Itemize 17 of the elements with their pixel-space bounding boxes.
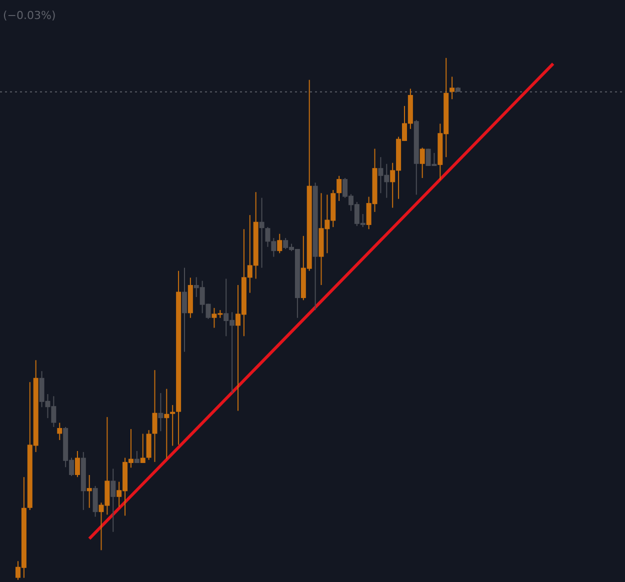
candlestick (86, 474, 92, 508)
candlestick (140, 433, 146, 464)
candlestick (182, 267, 187, 352)
candlestick (152, 370, 158, 462)
candlestick (277, 233, 282, 254)
candlestick (164, 388, 170, 460)
candlestick (420, 147, 425, 178)
candlestick (134, 450, 140, 464)
candlestick (158, 392, 164, 432)
candlestick (259, 197, 264, 268)
candlestick (336, 175, 342, 202)
candlestick (450, 76, 455, 100)
candlestick (57, 422, 62, 441)
candlestick (110, 468, 116, 532)
chart-title: (−0.03%) (3, 9, 56, 22)
candlestick (170, 404, 176, 446)
candlestick (74, 450, 80, 478)
